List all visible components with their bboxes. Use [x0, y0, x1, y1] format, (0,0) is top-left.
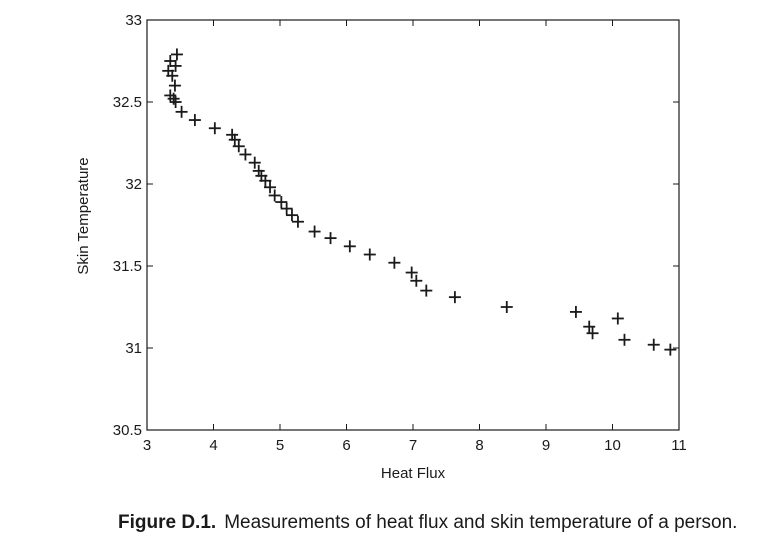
data-point	[168, 79, 181, 92]
x-tick-label: 8	[475, 437, 483, 454]
data-point	[259, 174, 272, 187]
data-point	[239, 148, 252, 161]
data-point	[264, 181, 277, 194]
caption-text: Measurements of heat flux and skin tempe…	[224, 512, 738, 533]
data-point	[500, 301, 513, 313]
data-point	[388, 256, 401, 269]
data-point	[228, 133, 241, 146]
data-point	[583, 320, 596, 333]
x-tick-label: 4	[209, 437, 217, 454]
data-point	[448, 291, 461, 304]
data-points	[162, 48, 677, 356]
data-point	[664, 343, 677, 356]
figure-number: Figure D.1.	[118, 512, 217, 533]
data-point	[164, 55, 177, 67]
data-point	[363, 248, 376, 261]
y-tick-label: 31.5	[113, 258, 142, 275]
data-point	[647, 338, 660, 351]
x-tick-label: 11	[671, 437, 687, 454]
y-tick-label: 31	[125, 340, 142, 357]
data-point	[275, 196, 288, 209]
plot-frame	[146, 19, 680, 431]
data-point	[405, 266, 418, 279]
data-point	[166, 69, 179, 82]
data-point	[175, 105, 188, 118]
data-point	[618, 333, 631, 346]
data-point	[268, 189, 281, 202]
data-point	[226, 128, 239, 141]
data-point	[280, 202, 293, 215]
data-point	[308, 225, 321, 238]
y-axis-label: Skin Temperature	[75, 157, 92, 274]
x-tick-label: 6	[342, 437, 350, 454]
data-point	[232, 140, 245, 153]
y-tick-label: 33	[125, 12, 142, 29]
data-point	[586, 327, 599, 340]
scatter-chart: 3 4 5 6 7 8 9 10 11 30.5 31 31.5 32 32.5 33 Heat Flux…	[75, 12, 687, 482]
data-point	[343, 240, 356, 253]
figure-caption: Figure D.1. Measurements of heat flux and…	[118, 512, 778, 534]
data-point	[169, 59, 182, 72]
data-point	[252, 164, 265, 177]
y-tick-label: 30.5	[113, 422, 142, 439]
x-tick-label: 3	[143, 437, 151, 454]
x-tick-label: 9	[542, 437, 550, 454]
x-axis: 3 4 5 6 7 8 9 10 11	[143, 20, 687, 454]
x-axis-label: Heat Flux	[381, 465, 446, 482]
y-axis: 30.5 31 31.5 32 32.5 33	[113, 12, 679, 439]
y-tick-label: 32.5	[113, 94, 142, 111]
data-point	[248, 156, 261, 169]
x-tick-label: 5	[276, 437, 284, 454]
data-point	[324, 232, 337, 245]
data-point	[188, 114, 201, 127]
x-tick-label: 7	[409, 437, 417, 454]
data-point	[410, 274, 423, 287]
y-tick-label: 32	[125, 176, 142, 193]
data-point	[420, 284, 433, 297]
data-point	[169, 96, 182, 108]
data-point	[291, 215, 304, 228]
data-point	[170, 48, 183, 61]
data-point	[569, 305, 582, 318]
x-tick-label: 10	[604, 437, 621, 454]
data-point	[208, 122, 221, 135]
data-point	[285, 209, 298, 222]
data-point	[611, 312, 624, 325]
